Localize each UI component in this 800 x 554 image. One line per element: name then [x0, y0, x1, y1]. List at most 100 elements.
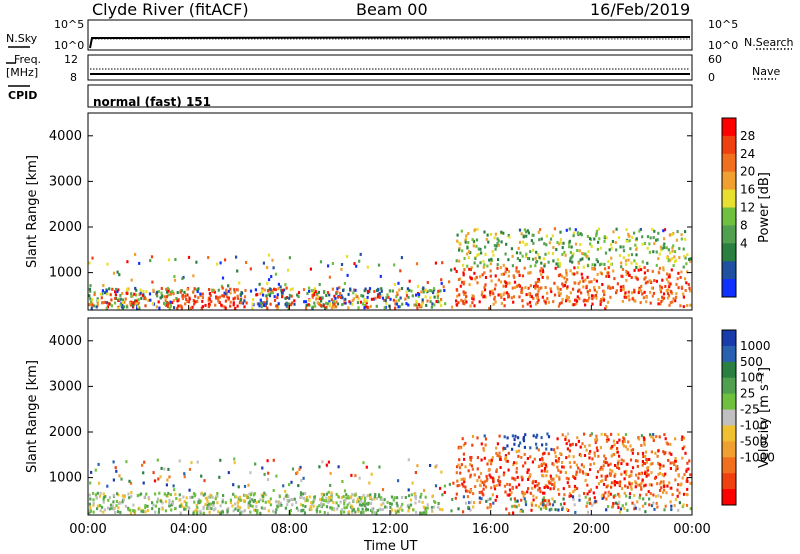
velocity-cell: [395, 511, 398, 515]
power-cell: [436, 292, 439, 296]
power-cell: [313, 301, 316, 305]
power-cell: [516, 270, 519, 274]
velocity-cell: [295, 472, 298, 475]
power-cell: [655, 250, 658, 254]
velocity-cell: [518, 483, 521, 487]
velocity-cell: [457, 463, 460, 467]
velocity-cell: [226, 509, 229, 513]
velocity-cell: [116, 510, 120, 514]
velocity-cell: [574, 488, 577, 492]
power-cell: [117, 307, 120, 310]
velocity-cell: [286, 503, 289, 507]
power-cell: [472, 295, 475, 299]
power-cell: [668, 283, 671, 287]
power-colorbar-segment: [722, 279, 736, 298]
power-cell: [616, 282, 619, 286]
power-colorbar-segment: [722, 118, 736, 137]
power-cell: [607, 300, 610, 304]
power-cell: [119, 303, 122, 307]
velocity-cell: [415, 510, 418, 514]
power-cell: [561, 274, 564, 278]
power-cell: [532, 233, 535, 237]
power-cell: [257, 302, 260, 306]
velocity-cell: [644, 483, 647, 487]
velocity-cell: [539, 507, 543, 511]
velocity-cell: [252, 500, 255, 504]
power-cell: [540, 286, 543, 290]
power-cell: [684, 289, 687, 292]
power-cell: [173, 306, 176, 310]
power-cell: [200, 306, 203, 310]
power-cell: [158, 306, 161, 310]
velocity-cell: [573, 460, 576, 464]
power-cell: [457, 301, 460, 305]
velocity-cell: [622, 444, 626, 448]
velocity-cell: [396, 504, 399, 508]
power-cell: [539, 228, 542, 232]
power-cell: [284, 283, 287, 287]
velocity-cell: [610, 454, 613, 458]
velocity-cell: [318, 504, 321, 508]
power-cell: [644, 276, 647, 280]
velocity-cell: [144, 506, 147, 510]
power-cell: [261, 290, 264, 294]
velocity-cell: [640, 487, 643, 491]
power-cell: [339, 292, 342, 295]
power-cell: [540, 261, 543, 265]
velocity-cell: [538, 464, 541, 468]
power-cell: [368, 287, 372, 291]
velocity-cell: [168, 504, 171, 508]
velocity-cell: [456, 484, 459, 488]
velocity-cell: [246, 495, 250, 499]
power-cell: [633, 290, 636, 294]
velocity-cell: [233, 502, 237, 506]
power-cell: [139, 291, 142, 295]
power-cell: [421, 302, 424, 306]
velocity-cell: [214, 507, 217, 511]
velocity-cell: [512, 511, 515, 515]
velocity-cell: [618, 467, 621, 470]
velocity-cell: [304, 505, 307, 508]
power-cell: [386, 293, 389, 297]
power-cell: [448, 280, 451, 284]
power-cell: [588, 288, 591, 292]
velocity-cell: [552, 487, 555, 490]
power-cell: [644, 281, 647, 285]
freq-tick-top: 12: [64, 53, 78, 66]
velocity-cell: [304, 499, 307, 503]
velocity-cell: [589, 450, 592, 453]
velocity-cell: [542, 491, 545, 495]
power-cell: [339, 296, 343, 299]
power-cell: [471, 296, 474, 300]
velocity-cell: [325, 463, 328, 467]
velocity-cell: [369, 493, 372, 497]
power-cell: [675, 292, 678, 296]
power-cell: [142, 289, 145, 293]
velocity-cell: [414, 495, 418, 499]
power-cell: [193, 302, 196, 306]
velocity-cell: [527, 468, 530, 472]
velocity-cell: [644, 510, 647, 514]
velocity-cell: [596, 449, 599, 453]
velocity-cell: [250, 491, 253, 495]
velocity-cell: [312, 499, 315, 502]
power-cell: [462, 273, 465, 277]
power-cell: [624, 291, 627, 295]
power-cell: [586, 299, 589, 303]
velocity-cell: [619, 480, 622, 484]
power-cell: [343, 281, 346, 285]
velocity-cell: [374, 493, 377, 496]
velocity-cell: [231, 504, 234, 508]
power-cell: [578, 288, 581, 292]
power-cell: [559, 263, 562, 267]
power-cell: [415, 293, 418, 297]
power-cell: [114, 290, 117, 294]
velocity-cell: [471, 443, 474, 447]
velocity-cell: [575, 463, 578, 467]
velocity-cell: [179, 511, 182, 515]
power-cell: [658, 266, 661, 270]
velocity-cell: [514, 434, 517, 438]
power-cell: [147, 299, 150, 302]
velocity-cell: [553, 481, 556, 485]
power-cell: [192, 299, 195, 302]
